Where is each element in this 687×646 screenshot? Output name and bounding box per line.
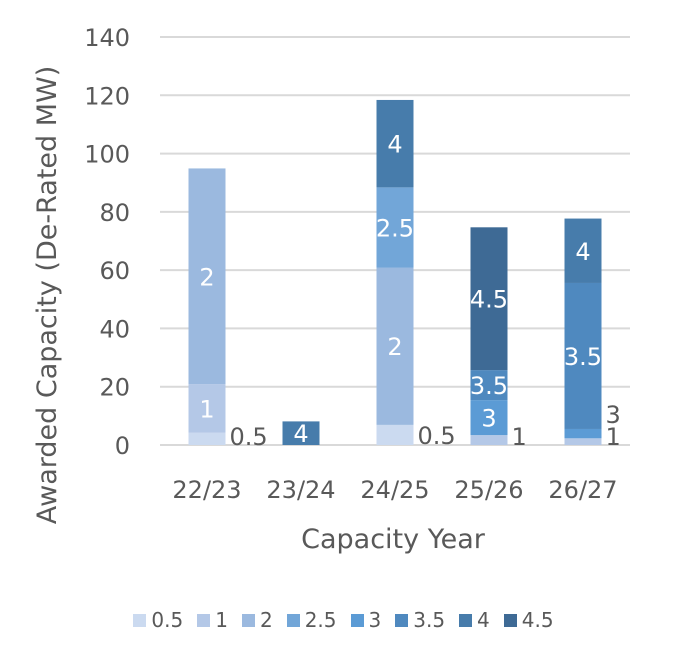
legend-swatch xyxy=(459,613,473,627)
data-label: 3.5 xyxy=(470,372,508,400)
y-tick-label: 20 xyxy=(99,374,130,402)
bar-segment xyxy=(376,187,414,268)
x-tick-label: 22/23 xyxy=(172,476,241,504)
data-label: 1 xyxy=(512,423,527,451)
bar-segment xyxy=(188,432,226,445)
bar-segment xyxy=(470,370,508,401)
legend-label: 3 xyxy=(368,608,382,632)
data-label: 1 xyxy=(199,395,214,423)
data-label: 4 xyxy=(387,131,402,159)
bar-segment xyxy=(564,428,602,439)
y-tick-label: 80 xyxy=(99,199,130,227)
bar-segment xyxy=(470,227,508,371)
y-tick-label: 60 xyxy=(99,257,130,285)
data-label: 0.5 xyxy=(418,422,456,450)
data-label: 3.5 xyxy=(564,343,602,371)
legend-item: 4 xyxy=(459,608,490,632)
data-label: 0.5 xyxy=(230,423,268,451)
bar-segment xyxy=(376,99,414,188)
legend-item: 3 xyxy=(350,608,382,632)
legend-item: 0.5 xyxy=(133,608,183,632)
legend-label: 4.5 xyxy=(521,608,554,632)
data-label: 2.5 xyxy=(376,214,414,242)
data-label: 4 xyxy=(293,420,308,448)
legend-item: 4.5 xyxy=(503,608,554,632)
legend-swatch xyxy=(350,613,364,627)
bar-segment xyxy=(188,168,226,385)
bar-segment xyxy=(282,421,320,445)
legend-swatch xyxy=(133,613,147,627)
y-tick-label: 40 xyxy=(99,315,130,343)
x-tick-label: 25/26 xyxy=(454,476,523,504)
x-tick-label: 23/24 xyxy=(266,476,335,504)
bar-segment xyxy=(376,424,414,445)
x-tick-label: 26/27 xyxy=(548,476,617,504)
data-label: 3 xyxy=(481,405,496,433)
x-axis-title: Capacity Year xyxy=(301,524,486,555)
legend-swatch xyxy=(197,613,211,627)
y-tick-label: 140 xyxy=(84,24,130,52)
data-label: 3 xyxy=(606,401,621,429)
legend: 0.5 1 2 2.5 3 3.5 4 4.5 xyxy=(0,608,687,632)
bar-segment xyxy=(188,384,226,433)
y-tick-label: 100 xyxy=(84,141,130,169)
bar-segment xyxy=(470,435,508,445)
legend-label: 2.5 xyxy=(304,608,337,632)
y-axis-title: Awarded Capacity (De-Rated MW) xyxy=(32,66,63,525)
legend-item: 3.5 xyxy=(395,608,445,632)
legend-label: 4 xyxy=(477,608,490,632)
legend-label: 2 xyxy=(259,608,273,632)
x-tick-label: 24/25 xyxy=(360,476,429,504)
data-label: 2 xyxy=(199,263,214,291)
data-label: 2 xyxy=(387,333,402,361)
legend-swatch xyxy=(503,613,517,627)
bar-segment xyxy=(564,218,602,283)
legend-label: 1 xyxy=(215,608,228,632)
legend-swatch xyxy=(241,613,255,627)
data-label: 1 xyxy=(606,423,621,451)
legend-label: 0.5 xyxy=(151,608,184,632)
data-label: 4.5 xyxy=(470,286,508,314)
legend-item: 2 xyxy=(241,608,273,632)
y-tick-label: 0 xyxy=(115,432,130,460)
bar-segment xyxy=(376,267,414,425)
bar-segment xyxy=(564,438,602,445)
y-tick-label: 120 xyxy=(84,82,130,110)
legend-swatch xyxy=(395,613,409,627)
legend-item: 2.5 xyxy=(286,608,337,632)
bar-segment xyxy=(564,282,602,429)
legend-item: 1 xyxy=(197,608,228,632)
bar-segment xyxy=(470,400,508,436)
legend-label: 3.5 xyxy=(413,608,446,632)
data-label: 4 xyxy=(575,238,590,266)
legend-swatch xyxy=(286,613,300,627)
stacked-bar-chart: 020406080100120140120.522/23423/2422.540… xyxy=(32,24,630,555)
